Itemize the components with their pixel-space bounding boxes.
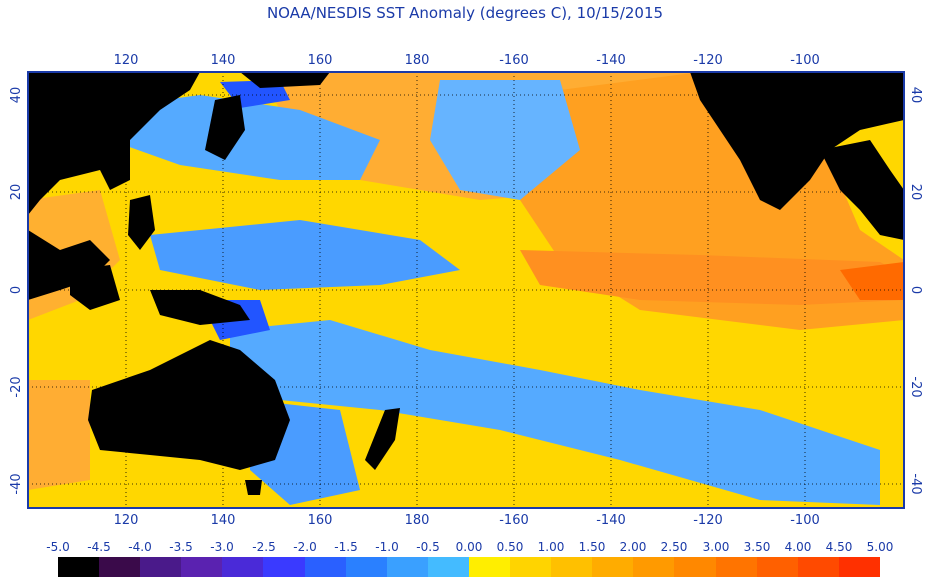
lon-label-top: -160: [499, 53, 529, 68]
south-pacific-cool-band: [230, 320, 880, 505]
lat-label-left: -40: [9, 473, 24, 494]
colorbar-swatch: [468, 557, 511, 577]
lon-label-bottom: 120: [114, 513, 139, 528]
philippines-landmass: [128, 195, 155, 250]
colorbar-swatch: [345, 557, 387, 577]
north-central-cool-region: [430, 80, 580, 200]
colorbar-label: -5.0: [46, 540, 70, 554]
colorbar-swatch: [58, 557, 100, 577]
lon-label-bottom: 140: [211, 513, 236, 528]
colorbar-swatch: [222, 557, 264, 577]
colorbar-label: -1.0: [375, 540, 399, 554]
colorbar-label: -4.0: [128, 540, 152, 554]
colorbar-swatch: [551, 557, 593, 577]
colorbar-label: 5.00: [866, 540, 894, 554]
lat-label-right: 0: [908, 286, 923, 294]
central-america-landmass: [820, 140, 904, 240]
lon-label-bottom: -140: [596, 513, 626, 528]
colorbar-label: -4.5: [87, 540, 111, 554]
lon-label-bottom: -100: [790, 513, 820, 528]
lat-label-right: 20: [908, 184, 923, 201]
lat-label-left: 20: [9, 184, 24, 201]
colorbar-swatch: [756, 557, 798, 577]
bottom-longitude-labels: 120 140 160 180 -160 -140 -120 -100: [114, 513, 820, 528]
lon-label-bottom: 180: [405, 513, 430, 528]
australia-landmass: [88, 340, 290, 470]
equatorial-warm-tongue: [520, 250, 904, 305]
map-title: NOAA/NESDIS SST Anomaly (degrees C), 10/…: [266, 4, 664, 22]
colorbar-swatch: [633, 557, 675, 577]
colorbar-label: -2.0: [293, 540, 317, 554]
colorbar-swatch: [263, 557, 305, 577]
graticule: [28, 72, 904, 508]
colorbar-swatch: [592, 557, 634, 577]
map-frame: [27, 71, 905, 509]
colorbar-swatch: [140, 557, 182, 577]
right-latitude-labels: 40 20 0 -20 -40: [908, 87, 923, 495]
new-zealand-landmass: [365, 408, 400, 470]
colorbar-label: 1.50: [578, 540, 606, 554]
colorbar-swatch: [838, 557, 880, 577]
colorbar-label: -1.5: [334, 540, 358, 554]
colorbar-label: 0.50: [496, 540, 524, 554]
lon-label-top: -140: [596, 53, 626, 68]
lon-label-top: 180: [405, 53, 430, 68]
colorbar-swatch: [674, 557, 716, 577]
southeast-asia-landmass: [28, 230, 110, 300]
lat-label-right: 40: [908, 87, 923, 104]
coastal-hot-spot: [840, 262, 904, 300]
lon-label-top: 140: [211, 53, 236, 68]
colorbar-swatch: [99, 557, 141, 577]
colorbar-labels: -5.0 -4.5 -4.0 -3.5 -3.0 -2.5 -2.0 -1.5 …: [0, 540, 930, 556]
colorbar-label: 3.50: [743, 540, 771, 554]
north-america-landmass: [690, 72, 904, 210]
colorbar-swatch: [181, 557, 223, 577]
colorbar-label: 4.00: [784, 540, 812, 554]
colorbar-label: 1.00: [537, 540, 565, 554]
colorbar-swatch: [715, 557, 757, 577]
cool-anomaly-regions: [90, 80, 880, 505]
colorbar-swatch: [510, 557, 552, 577]
colorbar-label: -3.5: [169, 540, 193, 554]
colorbar-swatch: [304, 557, 346, 577]
tropical-west-cool-band: [150, 220, 460, 290]
asia-landmass: [28, 72, 200, 215]
lon-label-top: -120: [693, 53, 723, 68]
colorbar-swatch: [797, 557, 839, 577]
colorbar-label: 2.50: [660, 540, 688, 554]
top-longitude-labels: 120 140 160 180 -160 -140 -120 -100: [114, 53, 820, 68]
japan-landmass: [205, 95, 245, 160]
lon-label-top: -100: [790, 53, 820, 68]
lat-label-left: 0: [9, 286, 24, 294]
lat-label-right: -40: [908, 473, 923, 494]
lon-label-bottom: -120: [693, 513, 723, 528]
lat-label-left: -20: [9, 376, 24, 397]
lat-label-left: 40: [9, 87, 24, 104]
colorbar-label: -0.5: [416, 540, 440, 554]
colorbar-label: -3.0: [210, 540, 234, 554]
lat-label-right: -20: [908, 376, 923, 397]
colorbar-label: -2.5: [252, 540, 276, 554]
aleutian-landmass: [240, 72, 330, 88]
colorbar-label: 0.00: [455, 540, 483, 554]
lon-label-bottom: -160: [499, 513, 529, 528]
australia-west-warm-region: [28, 380, 90, 490]
land-masses: [28, 72, 904, 495]
new-guinea-landmass: [150, 290, 250, 325]
left-latitude-labels: 40 20 0 -20 -40: [9, 87, 24, 495]
colorbar-swatch: [427, 557, 469, 577]
lon-label-top: 160: [308, 53, 333, 68]
colorbar-label: 4.50: [825, 540, 853, 554]
tasmania-landmass: [245, 480, 262, 495]
colorbar: [58, 557, 880, 577]
colorbar-label: 2.00: [619, 540, 647, 554]
borneo-landmass: [70, 265, 120, 310]
colorbar-label: 3.00: [702, 540, 730, 554]
colorbar-swatch: [386, 557, 428, 577]
lon-label-top: 120: [114, 53, 139, 68]
lon-label-bottom: 160: [308, 513, 333, 528]
